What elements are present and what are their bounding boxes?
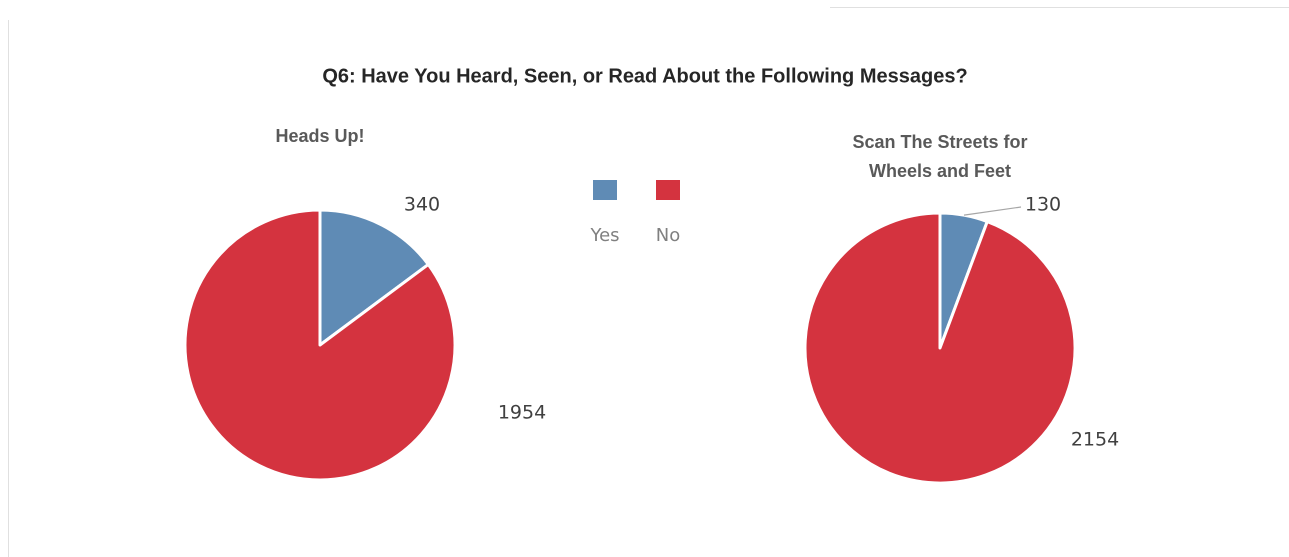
pie-slice [803, 211, 1077, 485]
pie-slice [318, 208, 430, 347]
pie-slice [183, 208, 457, 482]
pie-title: Scan The Streets for [852, 132, 1027, 152]
pie-title: Wheels and Feet [869, 161, 1011, 181]
data-label: 1954 [498, 402, 546, 424]
pie-title: Heads Up! [275, 126, 364, 146]
data-label: 130 [1025, 194, 1061, 216]
legend-swatch [656, 180, 680, 200]
leader-line [963, 206, 1022, 216]
legend-label: Yes [589, 225, 619, 246]
legend-swatch [593, 180, 617, 200]
chart-title: Q6: Have You Heard, Seen, or Read About … [322, 65, 967, 87]
data-label: 340 [404, 194, 440, 216]
legend-label: No [656, 225, 680, 246]
data-label: 2154 [1071, 429, 1119, 451]
